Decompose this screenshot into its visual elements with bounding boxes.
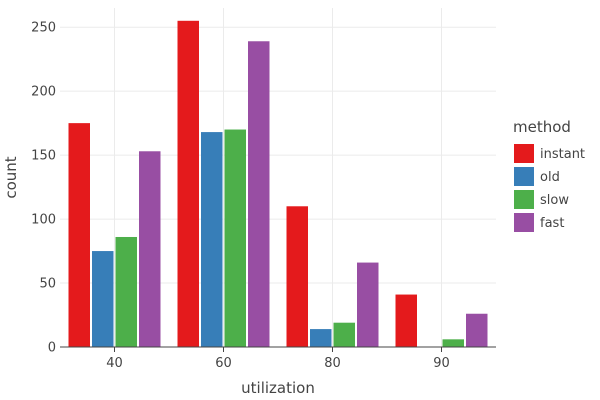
legend-swatch-old (514, 167, 534, 186)
x-tick-label: 90 (433, 356, 450, 371)
x-tick-label: 40 (106, 356, 123, 371)
y-tick-label: 150 (31, 149, 56, 164)
bars (68, 20, 488, 348)
y-axis: 0 50 100 150 200 250 (31, 21, 56, 356)
bar-old-60 (201, 132, 223, 347)
bar-instant-60 (177, 20, 199, 348)
legend-label-fast: fast (540, 216, 564, 231)
legend-swatch-slow (514, 190, 534, 209)
gridlines (60, 8, 496, 347)
bar-old-40 (92, 251, 114, 347)
bar-instant-80 (286, 206, 308, 347)
y-tick-label: 0 (48, 341, 56, 356)
bar-slow-80 (333, 322, 355, 347)
bar-fast-40 (139, 151, 161, 347)
legend-swatch-instant (514, 144, 534, 163)
x-axis-title: utilization (241, 379, 315, 397)
legend-label-slow: slow (540, 193, 569, 208)
x-tick-label: 80 (324, 356, 341, 371)
bar-instant-40 (68, 123, 90, 347)
bar-fast-90 (466, 313, 488, 347)
bar-slow-90 (442, 339, 464, 347)
legend: method instant old slow fast (513, 118, 585, 232)
y-tick-label: 50 (39, 277, 56, 292)
bar-fast-80 (357, 262, 379, 347)
legend-label-instant: instant (540, 147, 585, 162)
x-axis: 40 60 80 90 (106, 347, 450, 371)
bar-slow-40 (115, 236, 137, 347)
bar-old-80 (310, 329, 332, 347)
legend-swatch-fast (514, 213, 534, 232)
bar-fast-60 (248, 41, 270, 347)
legend-title: method (513, 118, 571, 136)
y-tick-label: 200 (31, 85, 56, 100)
x-tick-label: 60 (215, 356, 232, 371)
bar-slow-60 (224, 129, 246, 347)
bar-instant-90 (395, 294, 417, 347)
y-tick-label: 250 (31, 21, 56, 36)
y-axis-title: count (2, 156, 20, 198)
legend-label-old: old (540, 170, 560, 185)
y-tick-label: 100 (31, 213, 56, 228)
